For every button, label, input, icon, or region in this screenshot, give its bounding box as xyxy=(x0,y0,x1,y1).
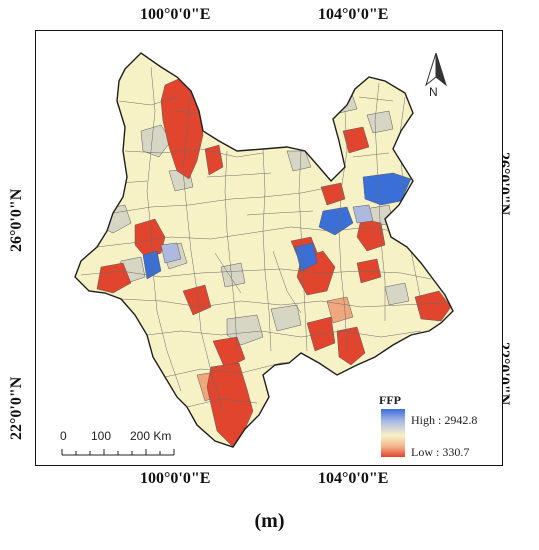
north-arrow-icon xyxy=(425,52,447,87)
longitude-label-bottom-100: 100°0'0"E xyxy=(140,470,211,487)
province-map xyxy=(74,52,454,448)
county-grey xyxy=(140,124,172,158)
legend: FFP High : 2942.8 Low : 330.7 xyxy=(379,393,499,459)
county-grey xyxy=(270,304,302,332)
latitude-label-left-22: 22°0'0"N xyxy=(8,376,25,440)
latitude-label-left-26: 26°0'0"N xyxy=(8,188,25,252)
county-red xyxy=(356,258,382,284)
county-red xyxy=(356,218,386,252)
county-red xyxy=(204,144,224,176)
longitude-label-top-104: 104°0'0"E xyxy=(318,6,389,23)
county-red xyxy=(336,326,366,366)
legend-title: FFP xyxy=(379,393,401,407)
longitude-label-top-100: 100°0'0"E xyxy=(140,6,211,23)
county-boundaries xyxy=(80,66,446,412)
scale-bar: 0 100 200 Km xyxy=(60,429,250,463)
county-red xyxy=(96,262,132,294)
county-red xyxy=(320,182,346,206)
map-frame: 0 100 200 Km FFP High : 2942.8 Low : 330… xyxy=(35,30,503,466)
county-grey xyxy=(384,282,410,306)
county-lightblue xyxy=(160,242,182,264)
county-blue xyxy=(318,206,354,236)
county-grey xyxy=(366,110,394,134)
scale-ruler-icon xyxy=(61,449,175,456)
county-red xyxy=(212,336,246,370)
province-outline xyxy=(74,52,454,448)
county-grey xyxy=(286,150,312,172)
county-lightblue xyxy=(352,204,374,224)
county-blue xyxy=(294,242,318,272)
figure-caption: (m) xyxy=(254,510,285,532)
legend-color-ramp xyxy=(381,409,405,457)
county-orange xyxy=(326,296,354,324)
county-blue xyxy=(142,250,162,280)
scale-label-200: 200 Km xyxy=(130,429,172,443)
county-red xyxy=(414,290,452,322)
county-red xyxy=(134,218,166,260)
county-grey xyxy=(220,262,246,288)
legend-low-label: Low : 330.7 xyxy=(411,445,470,459)
scale-label-0: 0 xyxy=(60,429,67,443)
longitude-label-bottom-104: 104°0'0"E xyxy=(318,470,389,487)
county-red xyxy=(182,284,212,316)
scale-label-100: 100 xyxy=(91,429,112,443)
north-label: N xyxy=(429,85,438,99)
county-red xyxy=(342,126,370,154)
legend-high-label: High : 2942.8 xyxy=(411,413,478,427)
